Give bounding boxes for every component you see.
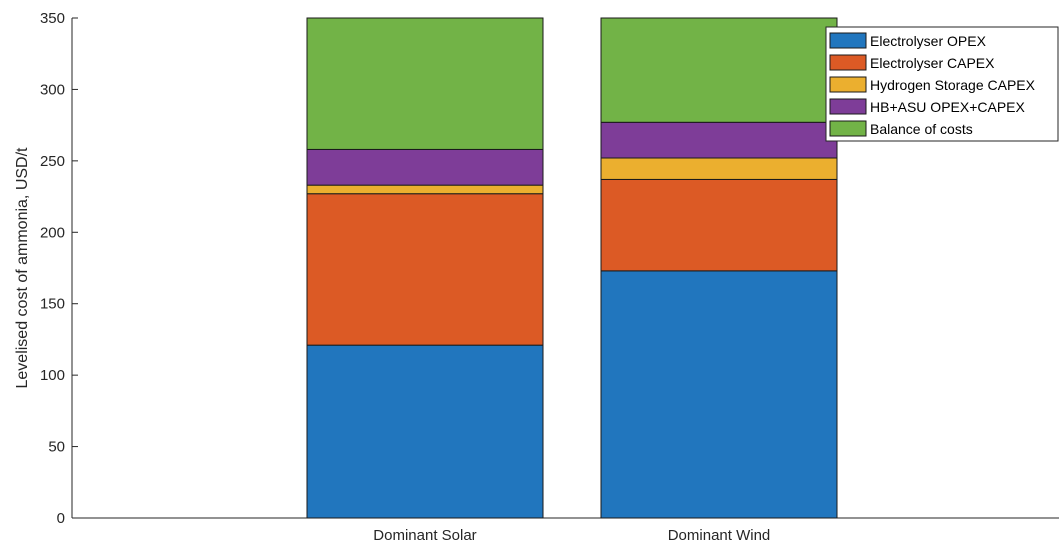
bar-segment [306, 193, 544, 346]
legend-entry-label: Hydrogen Storage CAPEX [870, 77, 1036, 93]
y-tick-label: 250 [40, 153, 65, 170]
x-tick-label: Dominant Solar [373, 527, 476, 544]
bar-segment [306, 148, 544, 186]
y-axis-title: Levelised cost of ammonia, USD/t [14, 147, 31, 389]
legend-entry-label: Electrolyser CAPEX [870, 55, 995, 71]
bar-segment [306, 17, 544, 150]
bar-segment [306, 344, 544, 519]
bars [306, 17, 838, 519]
bar-segment [306, 184, 544, 195]
y-tick-label: 50 [48, 439, 65, 456]
legend-swatch [829, 76, 867, 93]
bar-segment [600, 178, 838, 272]
y-tick-label: 200 [40, 224, 65, 241]
legend: Electrolyser OPEX Electrolyser CAPEX Hydro… [825, 26, 1059, 142]
y-tick-label: 100 [40, 367, 65, 384]
legend-swatch [829, 98, 867, 115]
y-tick-label: 300 [40, 81, 65, 98]
bar-segment [600, 270, 838, 519]
y-axis: 0 50 100 150 200 250 300 350 [40, 10, 78, 527]
bar-segment [600, 157, 838, 180]
y-tick-label: 350 [40, 10, 65, 27]
legend-swatch [829, 32, 867, 49]
legend-entry-label: HB+ASU OPEX+CAPEX [870, 99, 1026, 115]
legend-swatch [829, 54, 867, 71]
bar-segment [600, 17, 838, 123]
y-tick-label: 0 [57, 510, 65, 527]
legend-entry-label: Balance of costs [870, 121, 973, 137]
legend-entry-label: Electrolyser OPEX [870, 33, 987, 49]
x-tick-label: Dominant Wind [668, 527, 771, 544]
x-axis: Dominant Solar Dominant Wind [72, 512, 1059, 544]
legend-swatch [829, 120, 867, 137]
y-tick-label: 150 [40, 296, 65, 313]
bar-segment [600, 121, 838, 159]
